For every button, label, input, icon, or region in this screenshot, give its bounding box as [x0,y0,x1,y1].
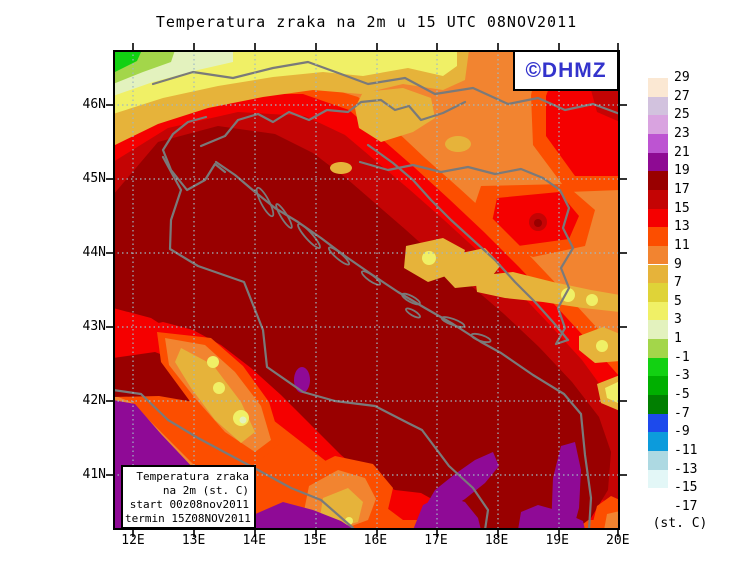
colorbar-tick-27: 27 [674,88,690,104]
colorbar-cell-4 [648,152,668,172]
colorbar-cell-14 [648,339,668,358]
lat-label-43N: 43N [82,319,106,334]
colorbar-cell-16 [648,376,668,396]
run-info-box: Temperatura zraka na 2m (st. C) start 00z0… [121,465,256,529]
colorbar-tick--1: -1 [674,349,690,365]
run-info-line-3: termin 15Z08NOV2011 [125,512,251,525]
colorbar-tick--9: -9 [674,424,690,440]
colorbar-tick--11: -11 [674,443,698,458]
colorbar-cell-0 [648,78,668,97]
top-ticks [132,43,619,50]
colorbar-tick-5: 5 [674,293,682,309]
lon-label-13E: 13E [181,533,206,548]
colorbar-tick-25: 25 [674,107,690,123]
page-title: Temperatura zraka na 2m u 15 UTC 08NOV20… [155,13,578,31]
colorbar-cell-22 [648,488,668,507]
islands [255,186,492,344]
colorbar-tick--15: -15 [674,480,698,496]
colorbar-tick-3: 3 [674,312,682,328]
map-area [106,43,627,537]
lon-label-17E: 17E [424,533,448,548]
lat-label-45N: 45N [82,171,106,186]
colorbar-cell-12 [648,301,668,321]
colorbar-cell-13 [648,320,668,340]
bottom-ticks [132,530,619,537]
lon-label-18E: 18E [484,533,509,548]
colorbar-tick--5: -5 [674,387,690,403]
colorbar-tick-23: 23 [674,125,690,141]
colorbar-tick-1: 1 [674,331,682,347]
run-info-line-0: Temperatura zraka [136,470,249,483]
colorbar-cell-3 [648,133,668,153]
lon-label-15E: 15E [303,533,327,548]
colorbar-tick-11: 11 [674,237,690,253]
axis-ticks [106,43,627,537]
colorbar-cell-6 [648,189,668,209]
colorbar-cell-20 [648,451,668,470]
right-ticks [620,104,627,476]
lon-label-14E: 14E [242,533,266,548]
lat-label-41N: 41N [82,467,106,482]
colorbar-cell-9 [648,245,668,265]
lon-label-16E: 16E [363,533,388,548]
colorbar-tick-17: 17 [674,181,690,197]
colorbar-cell-21 [648,469,668,489]
colorbar-cell-10 [648,264,668,284]
colorbar-cell-2 [648,115,668,134]
map-border [113,50,620,530]
grid-lines [113,50,620,530]
coastlines-and-borders [113,60,620,530]
colorbar-tick-9: 9 [674,256,682,272]
colorbar-cell-17 [648,395,668,414]
colorbar-tick--13: -13 [674,461,698,477]
lon-label-19E: 19E [545,533,569,548]
temperature-map-canvas [106,43,627,537]
colorbar-tick--7: -7 [674,405,690,421]
colorbar-unit-label: (st. C) [652,516,708,531]
colorbar-cell-19 [648,432,668,451]
colorbar-tick-19: 19 [674,163,690,179]
run-info-line-2: start 00z08nov2011 [129,498,249,511]
left-ticks [106,104,113,476]
colorbar-tick--17: -17 [674,498,698,514]
colorbar-cell-15 [648,357,668,377]
lon-label-12E: 12E [121,533,145,548]
colorbar-tick-13: 13 [674,219,690,235]
colorbar-tick-7: 7 [674,275,682,291]
colorbar-tick-15: 15 [674,200,690,216]
lon-label-20E: 20E [606,533,630,548]
run-info-line-1: na 2m (st. C) [162,484,249,497]
colorbar-tick--3: -3 [674,368,690,384]
lat-label-44N: 44N [82,245,106,260]
lat-label-42N: 42N [82,393,106,408]
colorbar-cell-1 [648,96,668,116]
colorbar-cell-8 [648,227,668,246]
dhmz-watermark: ©DHMZ [513,50,619,91]
colorbar-cell-11 [648,283,668,302]
dhmz-logo-text: ©DHMZ [525,58,607,82]
colorbar-cell-5 [648,171,668,190]
colorbar-tick-21: 21 [674,144,690,160]
lat-label-46N: 46N [82,97,106,112]
temperature-field [113,50,620,530]
colorbar-cell-18 [648,413,668,433]
colorbar-tick-29: 29 [674,70,690,85]
colorbar-cell-7 [648,208,668,228]
